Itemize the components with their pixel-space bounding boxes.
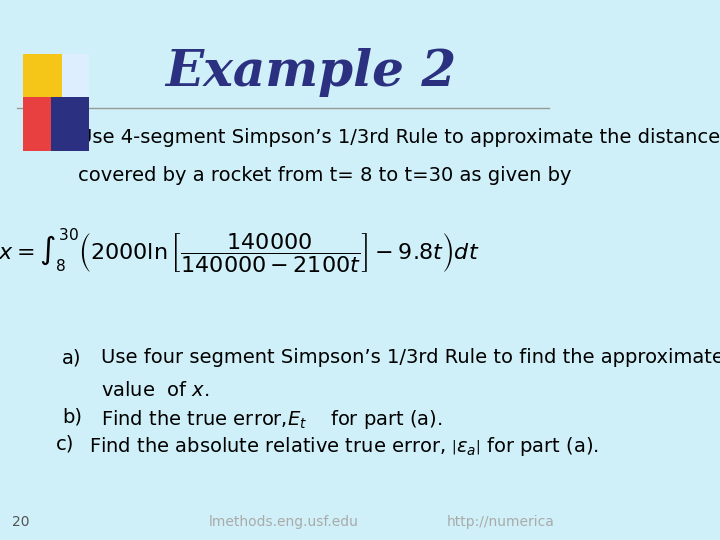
Text: Find the true error,$E_t$    for part (a).: Find the true error,$E_t$ for part (a). [101,408,442,431]
Bar [23,54,62,108]
Text: covered by a rocket from t= 8 to t=30 as given by: covered by a rocket from t= 8 to t=30 as… [78,166,572,185]
Text: Use four segment Simpson’s 1/3rd Rule to find the approximate: Use four segment Simpson’s 1/3rd Rule to… [101,348,720,367]
Text: c): c) [56,435,75,454]
Bar [50,54,89,108]
Bar [23,97,62,151]
Text: a): a) [62,348,81,367]
Text: Find the absolute relative true error, $\left|\varepsilon_a\right|$ for part (a): Find the absolute relative true error, $… [89,435,600,458]
Text: lmethods.eng.usf.edu: lmethods.eng.usf.edu [208,515,359,529]
Text: Use 4-segment Simpson’s 1/3rd Rule to approximate the distance: Use 4-segment Simpson’s 1/3rd Rule to ap… [78,128,720,147]
Text: value  of $x$.: value of $x$. [101,381,209,400]
Text: 20: 20 [12,515,30,529]
Text: Example 2: Example 2 [166,49,456,97]
Text: http://numerica: http://numerica [447,515,554,529]
Text: b): b) [62,408,82,427]
Bar [50,97,89,151]
Text: $x = \int_{8}^{30}\left( 2000\ln\left[\dfrac{140000}{140000-2100t}\right]-9.8t\r: $x = \int_{8}^{30}\left( 2000\ln\left[\d… [0,226,480,276]
